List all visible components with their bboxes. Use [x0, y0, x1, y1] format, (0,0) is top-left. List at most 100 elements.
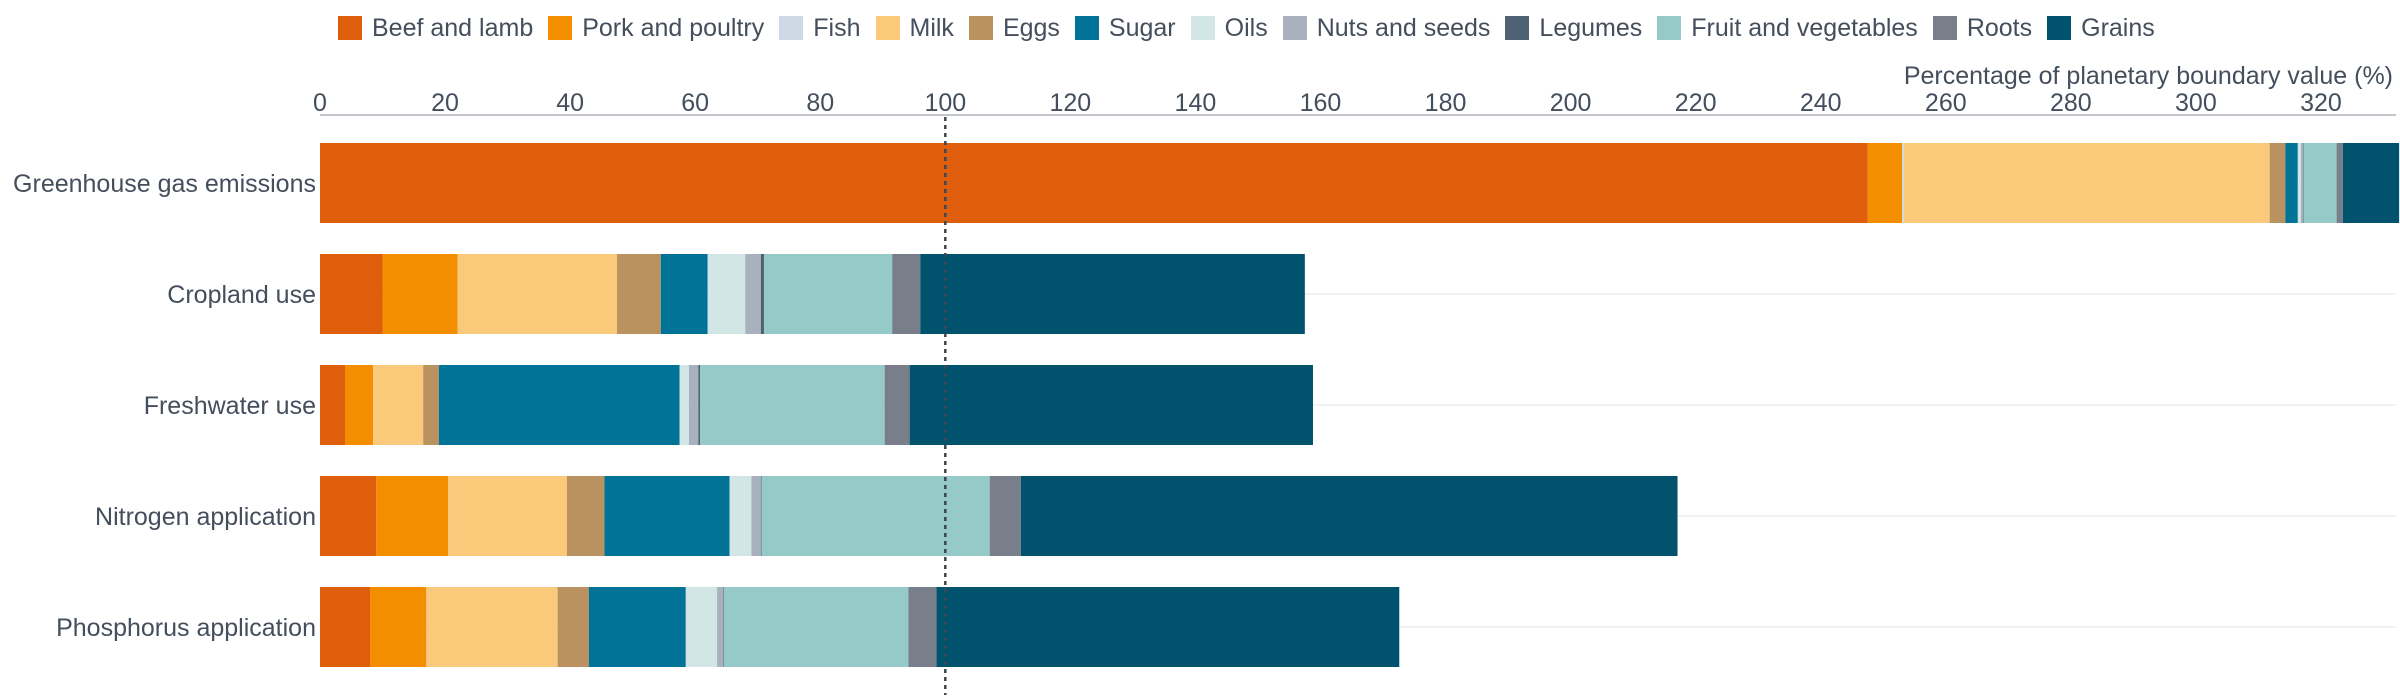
bar-segment-nuts-and-seeds	[751, 476, 761, 556]
category-label: Greenhouse gas emissions	[13, 170, 316, 198]
bar-segment-eggs	[557, 587, 589, 667]
bar-segment-eggs	[566, 476, 605, 556]
legend-label: Milk	[909, 13, 954, 42]
legend-item-roots: Roots	[1932, 13, 2033, 43]
x-tick-label: 60	[681, 89, 709, 117]
bar-segment-legumes	[760, 254, 764, 334]
bar-segment-legumes	[760, 476, 762, 556]
x-tick-label: 100	[924, 89, 966, 117]
x-tick-label: 280	[2050, 89, 2092, 117]
legend-swatch	[1505, 16, 1530, 40]
bar-segment-roots	[908, 587, 937, 667]
legend-item-nuts-and-seeds: Nuts and seeds	[1282, 14, 1490, 43]
legend-item-fish: Fish	[779, 13, 861, 43]
bar-segment-legumes	[2302, 143, 2304, 223]
legend-label: Oils	[1224, 13, 1268, 42]
bar-segment-sugar	[588, 587, 686, 667]
bar-segment-beef-and-lamb	[320, 143, 1868, 223]
category-label: Nitrogen application	[95, 503, 316, 531]
bar-segment-roots	[2336, 143, 2343, 223]
legend-swatch	[2047, 16, 2072, 40]
bar-segment-nuts-and-seeds	[745, 254, 761, 334]
bar-segment-pork-and-poultry	[345, 365, 374, 445]
bar-segment-sugar	[604, 476, 730, 556]
x-tick-label: 180	[1425, 89, 1467, 117]
bar-segment-pork-and-poultry	[382, 254, 458, 334]
bar-segment-fruit-and-vegetables	[763, 254, 893, 334]
bar-segment-eggs	[617, 254, 661, 334]
bar-segment-fruit-and-vegetables	[761, 476, 990, 556]
category-label: Cropland use	[167, 281, 316, 309]
x-tick-label: 200	[1550, 89, 1592, 117]
chart-legend: Beef and lamb Pork and poultry Fish Milk Egg…	[338, 11, 2170, 45]
bar-segment-sugar	[2285, 143, 2298, 223]
bar-segment-milk	[426, 587, 558, 667]
bar-segment-fruit-and-vegetables	[700, 365, 885, 445]
legend-swatch	[548, 16, 573, 40]
legend-label: Roots	[1966, 13, 2033, 42]
legend-label: Pork and poultry	[582, 13, 765, 42]
bar-segment-pork-and-poultry	[370, 587, 427, 667]
legend-label: Sugar	[1108, 13, 1176, 42]
bar-segment-sugar	[438, 365, 680, 445]
legend-item-sugar: Sugar	[1074, 13, 1176, 43]
legend-item-pork-and-poultry: Pork and poultry	[548, 14, 764, 43]
bar-segment-sugar	[660, 254, 708, 334]
legend-swatch	[1657, 16, 1682, 40]
bar-segment-oils	[685, 587, 718, 667]
bar-segment-oils	[2297, 143, 2301, 223]
bar-segment-milk	[448, 476, 567, 556]
bar-segment-milk	[1903, 143, 2270, 223]
legend-item-beef-and-lamb: Beef and lamb	[338, 14, 533, 43]
bar-segment-fish	[1902, 143, 1904, 223]
bar-segment-roots	[884, 365, 910, 445]
legend-label: Fish	[813, 13, 861, 42]
bar-segment-milk	[373, 365, 424, 445]
bar-segment-nuts-and-seeds	[717, 587, 724, 667]
bar-segment-pork-and-poultry	[1867, 143, 1903, 223]
x-tick-label: 240	[1800, 89, 1842, 117]
x-tick-label: 20	[431, 89, 459, 117]
category-label: Phosphorus application	[56, 614, 316, 642]
bar-segment-fruit-and-vegetables	[723, 587, 909, 667]
legend-item-fruit-and-vegetables: Fruit and vegetables	[1657, 14, 1918, 43]
legend-swatch	[779, 16, 804, 40]
bar-segment-oils	[707, 254, 746, 334]
legend-item-milk: Milk	[875, 13, 954, 43]
bar-segment-pork-and-poultry	[376, 476, 449, 556]
x-tick-label: 0	[313, 89, 327, 117]
bar-segment-legumes	[723, 587, 724, 667]
legend-swatch	[875, 16, 900, 40]
legend-item-oils: Oils	[1190, 13, 1268, 43]
bar-segment-nuts-and-seeds	[2300, 143, 2303, 223]
bar-segment-beef-and-lamb	[320, 476, 377, 556]
x-tick-label: 320	[2300, 89, 2342, 117]
bar-segment-grains	[936, 587, 1400, 667]
bar-segment-nuts-and-seeds	[688, 365, 699, 445]
bar-segment-oils	[679, 365, 689, 445]
bar-segment-milk	[457, 254, 618, 334]
x-axis-title: Percentage of planetary boundary value (…	[1904, 62, 2393, 90]
bar-segment-fruit-and-vegetables	[2303, 143, 2337, 223]
legend-item-grains: Grains	[2047, 14, 2155, 43]
bar-segment-roots	[989, 476, 1021, 556]
legend-swatch	[968, 16, 993, 40]
x-tick-label: 120	[1050, 89, 1092, 117]
legend-item-legumes: Legumes	[1505, 14, 1642, 43]
bar-segment-roots	[892, 254, 921, 334]
legend-swatch	[1190, 16, 1215, 40]
legend-swatch	[1932, 16, 1957, 40]
legend-swatch	[1282, 16, 1307, 40]
x-tick-label: 220	[1675, 89, 1717, 117]
x-tick-label: 300	[2175, 89, 2217, 117]
category-label: Freshwater use	[144, 392, 316, 420]
bar-segment-grains	[1020, 476, 1678, 556]
legend-swatch	[1074, 16, 1099, 40]
legend-label: Eggs	[1002, 13, 1060, 42]
legend-swatch	[338, 16, 362, 40]
x-tick-label: 140	[1175, 89, 1217, 117]
legend-label: Grains	[2081, 13, 2155, 42]
legend-label: Beef and lamb	[372, 13, 534, 42]
legend-label: Fruit and vegetables	[1691, 13, 1918, 42]
